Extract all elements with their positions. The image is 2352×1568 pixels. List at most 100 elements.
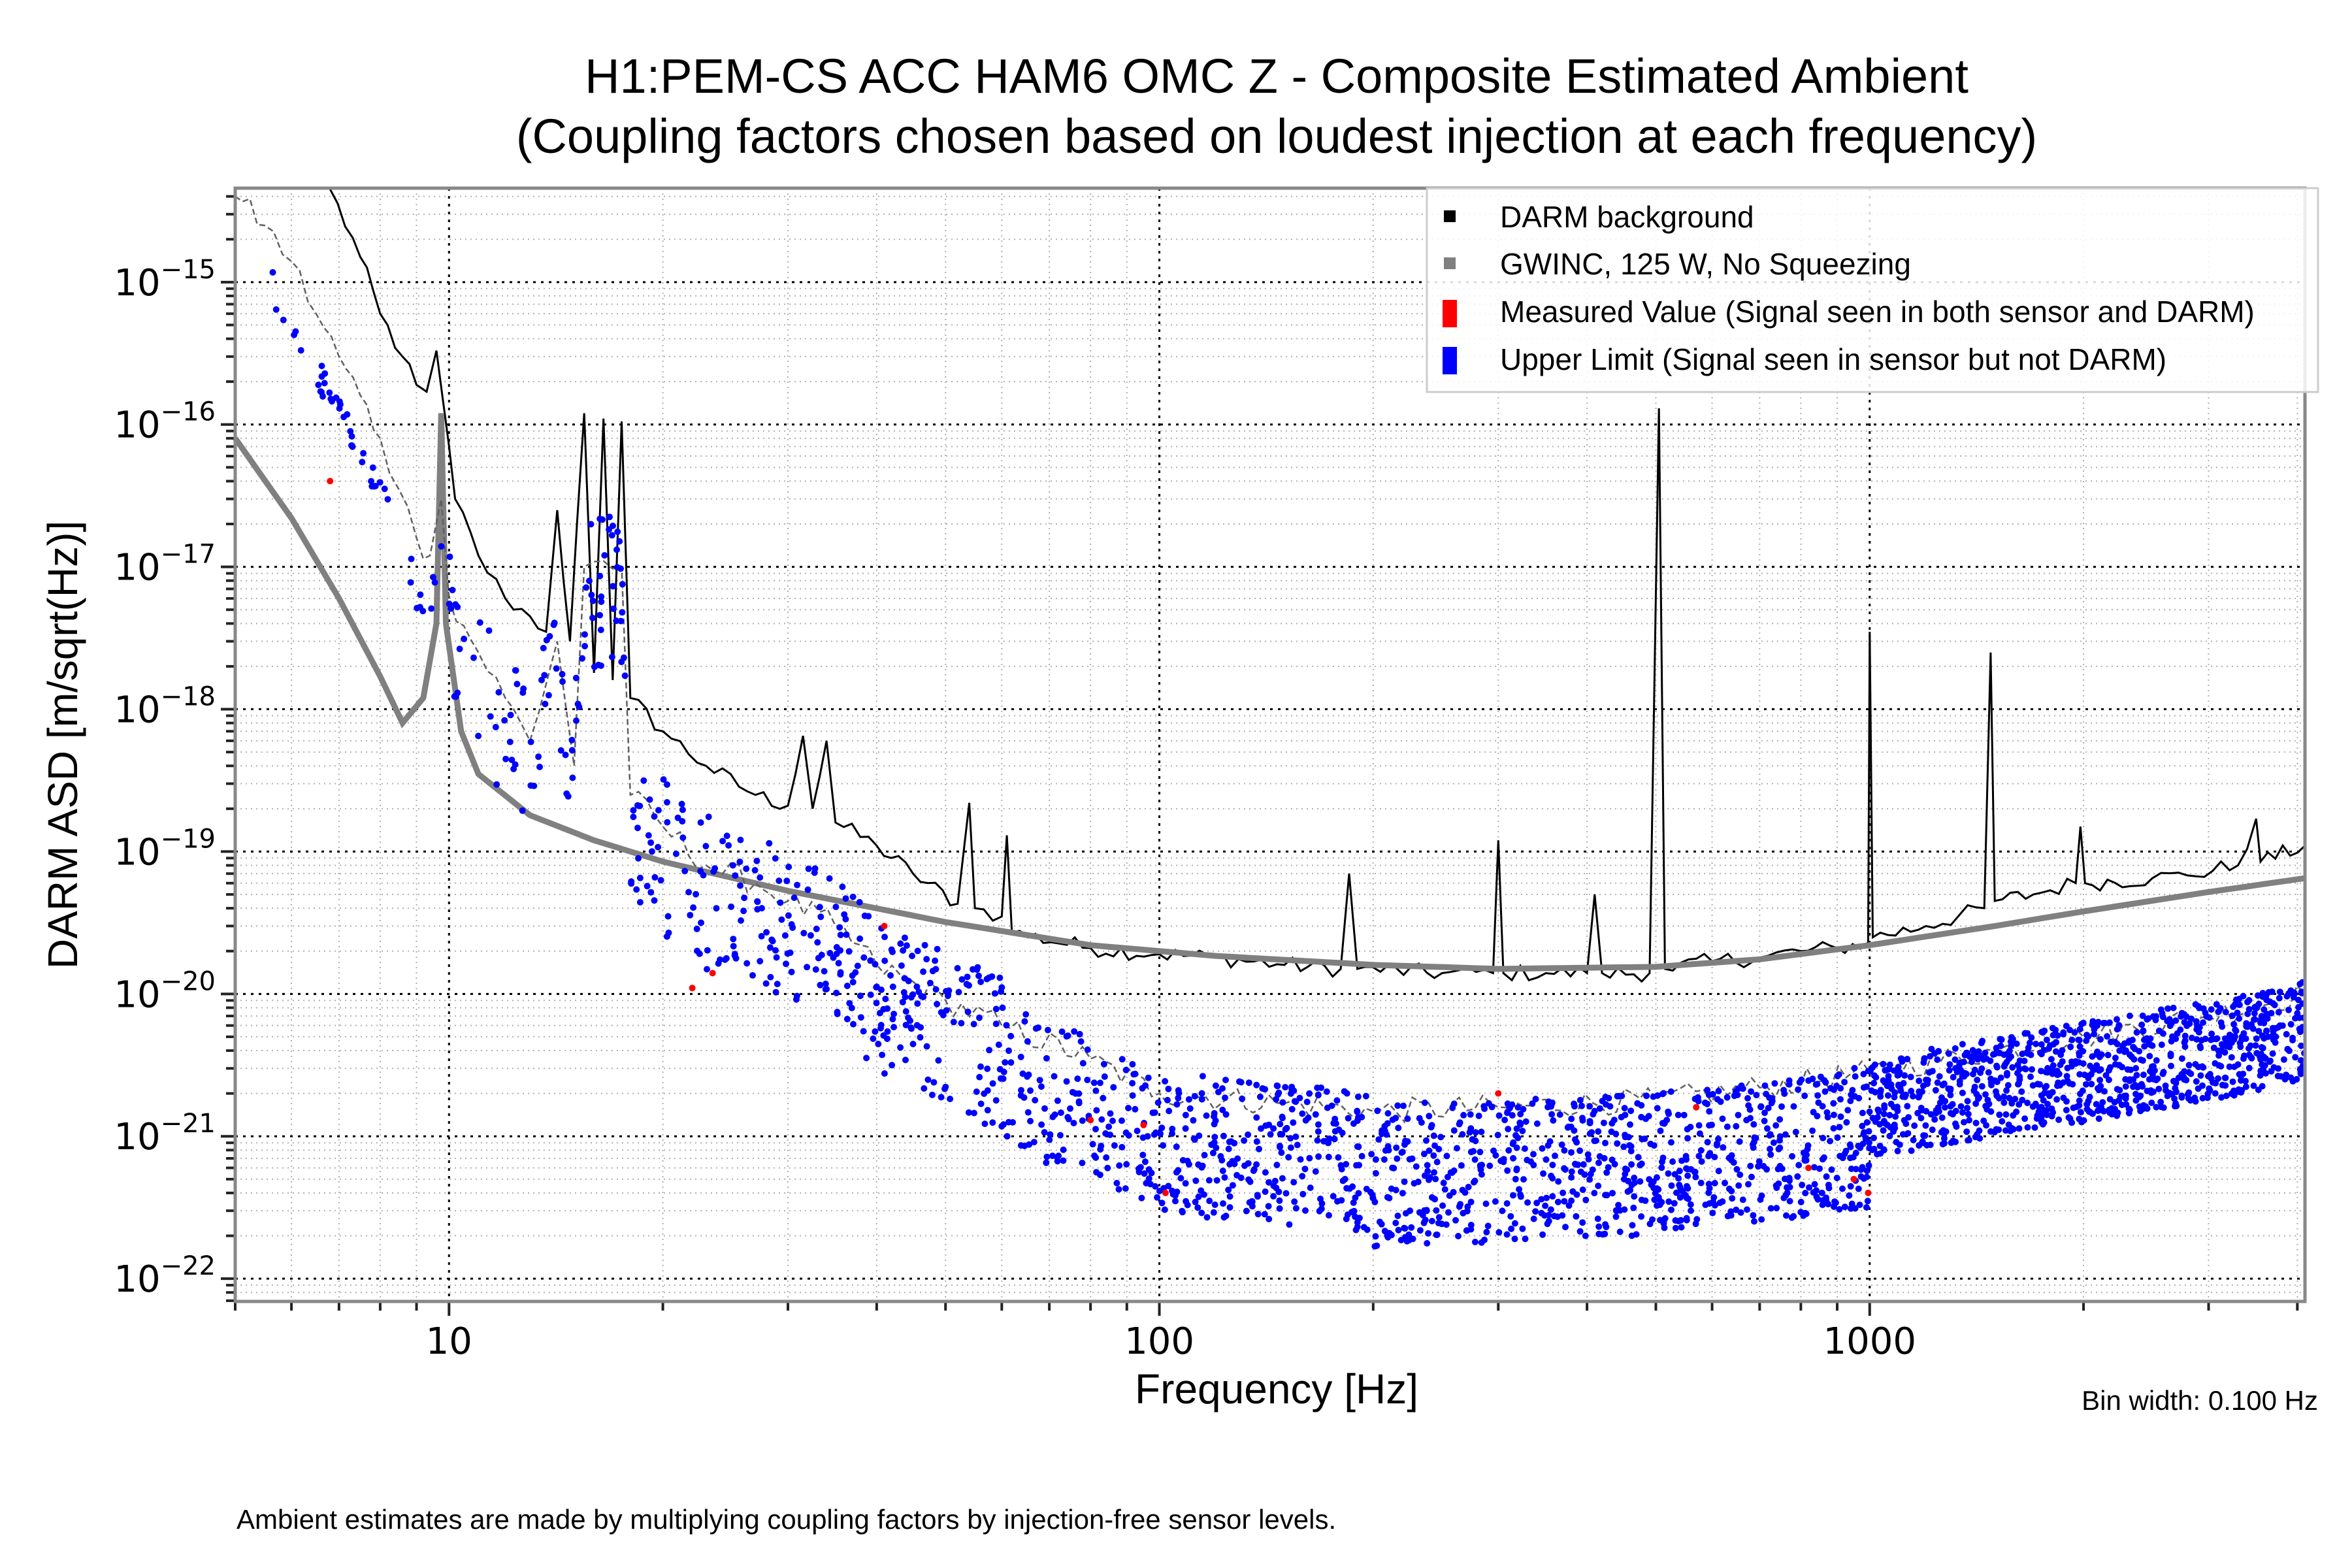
upper-limit-point xyxy=(1778,1166,1786,1172)
upper-limit-point xyxy=(2052,1048,2059,1055)
upper-limit-point xyxy=(731,951,738,958)
upper-limit-point xyxy=(1104,1164,1111,1171)
upper-limit-point xyxy=(837,971,844,978)
upper-limit-point xyxy=(2048,1056,2055,1063)
upper-limit-point xyxy=(572,674,580,681)
upper-limit-point xyxy=(1467,1111,1474,1118)
upper-limit-point xyxy=(2208,1075,2215,1082)
measured-value-point xyxy=(1850,1175,1857,1183)
upper-limit-point xyxy=(1887,1100,1895,1107)
upper-limit-point xyxy=(2253,1035,2260,1042)
upper-limit-point xyxy=(2063,1022,2070,1030)
upper-limit-point xyxy=(1783,1212,1789,1219)
upper-limit-point xyxy=(1541,1212,1548,1219)
upper-limit-point xyxy=(1169,1126,1176,1132)
upper-limit-point xyxy=(1543,1194,1550,1201)
upper-limit-point xyxy=(1586,1118,1593,1125)
upper-limit-point xyxy=(1307,1184,1314,1191)
upper-limit-point xyxy=(785,912,792,919)
upper-limit-point xyxy=(1706,1122,1713,1129)
upper-limit-point xyxy=(2073,1103,2080,1111)
upper-limit-point xyxy=(1859,1109,1866,1117)
upper-limit-point xyxy=(2096,1107,2103,1114)
upper-limit-point xyxy=(2003,1087,2010,1094)
upper-limit-point xyxy=(1761,1082,1769,1089)
upper-limit-point xyxy=(2221,1035,2229,1042)
upper-limit-point xyxy=(1867,1068,1874,1075)
upper-limit-point xyxy=(2091,1030,2098,1037)
upper-limit-point xyxy=(1222,1213,1230,1220)
upper-limit-point xyxy=(1701,1099,1708,1106)
upper-limit-point xyxy=(1395,1124,1402,1132)
upper-limit-point xyxy=(1226,1161,1233,1168)
upper-limit-point xyxy=(2139,1012,2146,1019)
upper-limit-point xyxy=(1450,1188,1457,1196)
upper-limit-point xyxy=(2033,1040,2040,1047)
upper-limit-point xyxy=(2095,1019,2102,1026)
upper-limit-point xyxy=(1972,1100,1980,1107)
upper-limit-point xyxy=(889,949,896,955)
upper-limit-point xyxy=(1211,1201,1218,1208)
upper-limit-point xyxy=(1922,1122,1929,1129)
upper-limit-point xyxy=(1880,1077,1887,1084)
upper-limit-point xyxy=(1817,1073,1824,1081)
upper-limit-point xyxy=(1795,1086,1802,1093)
upper-limit-point xyxy=(1595,1223,1603,1230)
upper-limit-point xyxy=(1471,1177,1478,1184)
upper-limit-point xyxy=(1384,1110,1392,1117)
upper-limit-point xyxy=(1896,1141,1903,1149)
upper-limit-point xyxy=(2050,1032,2057,1039)
upper-limit-point xyxy=(1688,1166,1694,1173)
upper-limit-point xyxy=(2270,1000,2277,1007)
upper-limit-point xyxy=(1545,1218,1552,1224)
upper-limit-point xyxy=(1290,1119,1297,1126)
upper-limit-point xyxy=(2116,1047,2123,1054)
upper-limit-point xyxy=(2029,1103,2036,1110)
upper-limit-point xyxy=(759,905,765,912)
upper-limit-point xyxy=(1561,1166,1569,1173)
upper-limit-point xyxy=(2157,1098,2164,1105)
upper-limit-point xyxy=(2039,1029,2046,1036)
upper-limit-point xyxy=(2186,1020,2193,1027)
upper-limit-point xyxy=(1096,1171,1103,1179)
upper-limit-point xyxy=(2037,1049,2044,1056)
upper-limit-point xyxy=(1211,1120,1218,1128)
upper-limit-point xyxy=(1262,1086,1269,1093)
upper-limit-point xyxy=(2043,1036,2050,1043)
upper-limit-point xyxy=(1646,1220,1654,1228)
upper-limit-point xyxy=(2097,1036,2104,1043)
upper-limit-point xyxy=(766,840,773,847)
upper-limit-point xyxy=(630,813,637,821)
upper-limit-point xyxy=(2219,1023,2226,1030)
upper-limit-point xyxy=(769,938,776,945)
upper-limit-point xyxy=(1974,1077,1981,1083)
upper-limit-point xyxy=(2052,1026,2059,1034)
upper-limit-point xyxy=(914,1000,921,1007)
upper-limit-point xyxy=(1671,1200,1678,1207)
upper-limit-point xyxy=(920,993,927,1000)
x-tick-label: 100 xyxy=(1124,1320,1194,1363)
upper-limit-point xyxy=(1275,1089,1282,1096)
upper-limit-point xyxy=(1145,1074,1152,1081)
upper-limit-point xyxy=(1463,1207,1471,1215)
upper-limit-point xyxy=(1634,1100,1641,1107)
upper-limit-point xyxy=(1190,1117,1197,1124)
upper-limit-point xyxy=(890,1011,898,1017)
upper-limit-point xyxy=(1394,1155,1401,1162)
upper-limit-point xyxy=(2096,1067,2102,1074)
upper-limit-point xyxy=(1184,1201,1191,1209)
upper-limit-point xyxy=(1603,1192,1610,1199)
upper-limit-point xyxy=(1100,1094,1107,1102)
upper-limit-point xyxy=(1326,1212,1332,1219)
upper-limit-point xyxy=(1952,1120,1959,1127)
upper-limit-point xyxy=(2083,1105,2091,1113)
upper-limit-point xyxy=(1864,1198,1871,1205)
upper-limit-point xyxy=(2141,1043,2148,1050)
upper-limit-point xyxy=(1908,1088,1915,1094)
upper-limit-point xyxy=(417,591,424,598)
upper-limit-point xyxy=(1505,1126,1512,1133)
upper-limit-point xyxy=(1622,1132,1629,1139)
upper-limit-point xyxy=(559,678,566,685)
upper-limit-point xyxy=(2293,1075,2300,1083)
upper-limit-point xyxy=(2095,1085,2101,1092)
